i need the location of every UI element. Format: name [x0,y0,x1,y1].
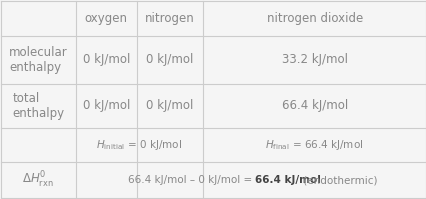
Text: 66.4 kJ/mol: 66.4 kJ/mol [255,175,320,185]
Text: $\mathit{H}_{\mathrm{initial}}$ = 0 kJ/mol: $\mathit{H}_{\mathrm{initial}}$ = 0 kJ/m… [96,138,182,152]
Text: 33.2 kJ/mol: 33.2 kJ/mol [281,54,347,66]
Text: nitrogen: nitrogen [145,12,195,25]
Text: oxygen: oxygen [85,12,127,25]
Text: 66.4 kJ/mol – 0 kJ/mol =: 66.4 kJ/mol – 0 kJ/mol = [127,175,255,185]
Text: molecular
enthalpy: molecular enthalpy [9,46,68,74]
Text: $\mathit{H}_{\mathrm{final}}$ = 66.4 kJ/mol: $\mathit{H}_{\mathrm{final}}$ = 66.4 kJ/… [265,138,363,152]
Text: nitrogen dioxide: nitrogen dioxide [266,12,362,25]
Text: 0 kJ/mol: 0 kJ/mol [146,54,193,66]
Text: 0 kJ/mol: 0 kJ/mol [146,100,193,112]
Text: 66.4 kJ/mol: 66.4 kJ/mol [281,100,347,112]
Text: $\Delta H^0_{\mathrm{rxn}}$: $\Delta H^0_{\mathrm{rxn}}$ [23,170,54,190]
Text: 0 kJ/mol: 0 kJ/mol [83,54,130,66]
Text: (endothermic): (endothermic) [299,175,377,185]
Text: total
enthalpy: total enthalpy [12,92,64,120]
Text: 0 kJ/mol: 0 kJ/mol [83,100,130,112]
